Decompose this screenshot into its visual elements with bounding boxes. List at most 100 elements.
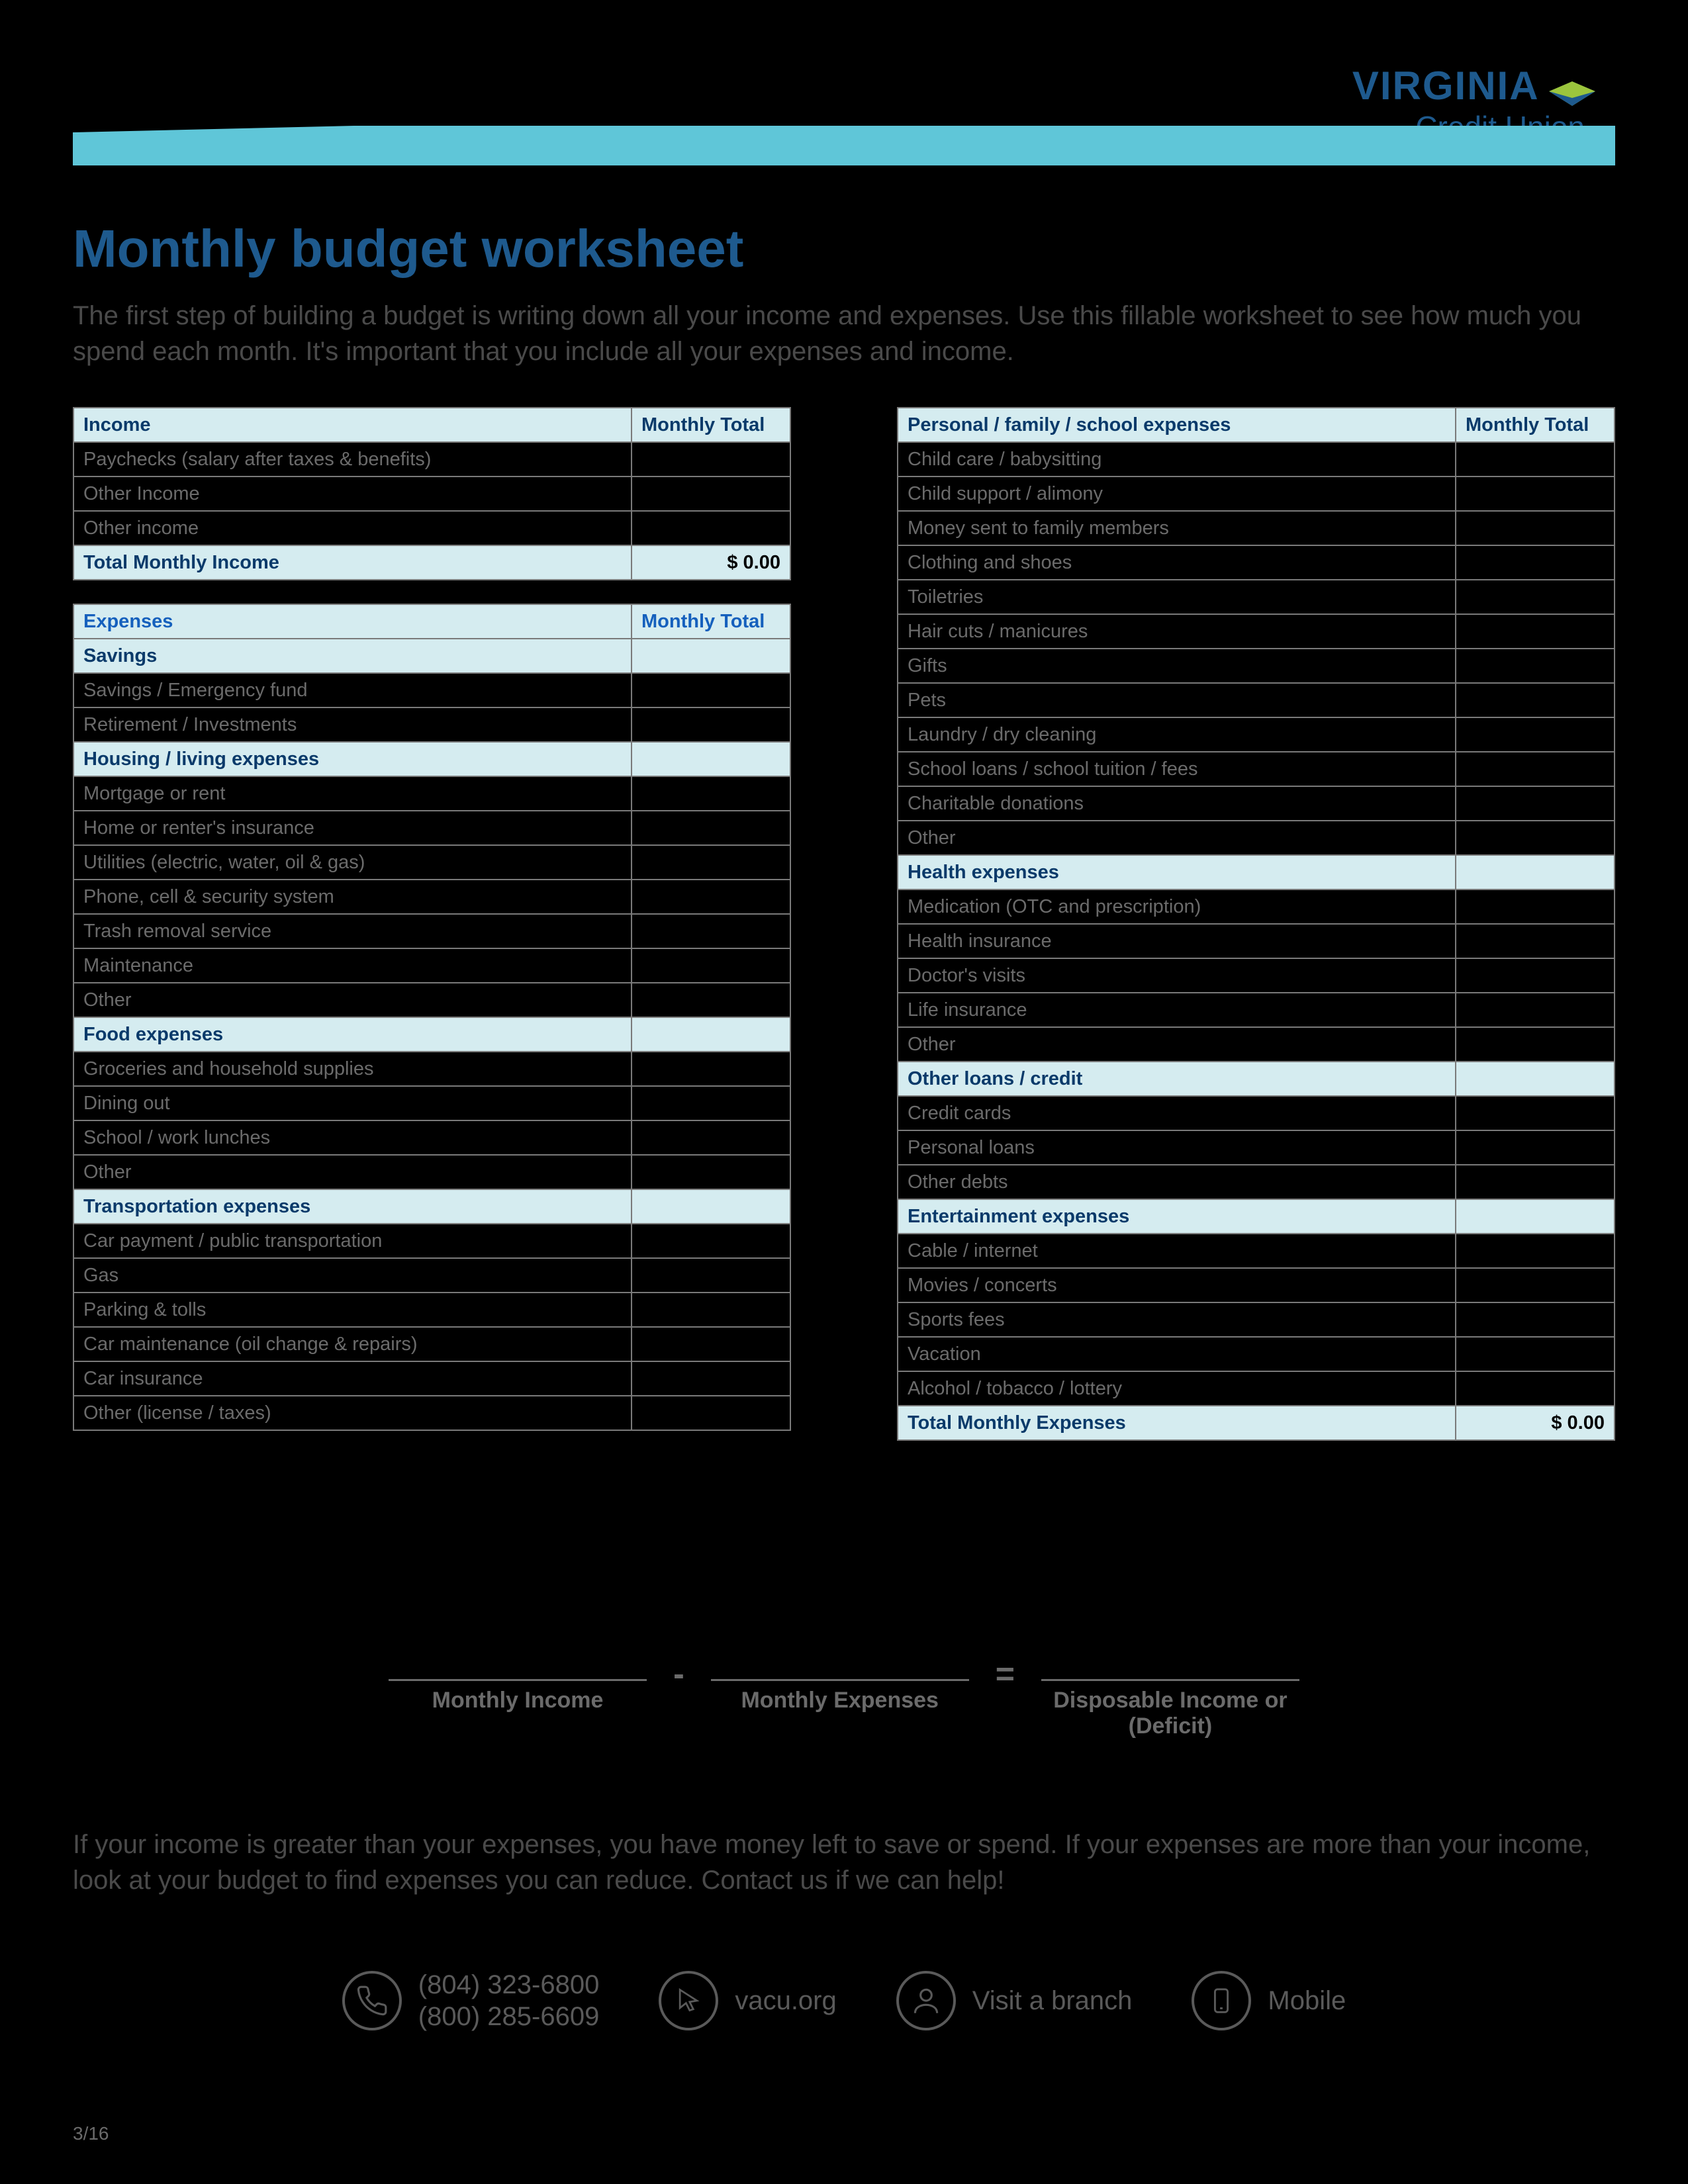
expense-amount[interactable] <box>1456 1096 1615 1130</box>
income-total-label: Total Monthly Income <box>73 545 632 580</box>
expense-row: Other <box>898 1027 1456 1062</box>
expense-amount[interactable] <box>632 880 790 914</box>
expense-row: Child care / babysitting <box>898 442 1456 477</box>
income-amount[interactable] <box>632 442 790 477</box>
expense-row: Home or renter's insurance <box>73 811 632 845</box>
expenses-header-total: Monthly Total <box>632 604 790 639</box>
expense-row: Mortgage or rent <box>73 776 632 811</box>
calc-result-line[interactable] <box>1041 1648 1299 1681</box>
expense-row: Retirement / Investments <box>73 707 632 742</box>
expense-amount[interactable] <box>1456 511 1615 545</box>
expense-row: Car payment / public transportation <box>73 1224 632 1258</box>
expense-amount[interactable] <box>1456 1234 1615 1268</box>
phone-icon <box>342 1971 402 2030</box>
expense-amount[interactable] <box>632 1258 790 1293</box>
expense-amount[interactable] <box>632 776 790 811</box>
expense-row: Toiletries <box>898 580 1456 614</box>
equals-sign: = <box>996 1648 1015 1693</box>
expense-row: Vacation <box>898 1337 1456 1371</box>
expense-amount[interactable] <box>1456 1337 1615 1371</box>
contacts-row: (804) 323-6800 (800) 285-6609 vacu.org V… <box>73 1969 1615 2032</box>
expense-row: Credit cards <box>898 1096 1456 1130</box>
income-row: Other income <box>73 511 632 545</box>
expense-amount[interactable] <box>1456 442 1615 477</box>
expense-amount[interactable] <box>1456 1371 1615 1406</box>
expense-amount[interactable] <box>1456 1027 1615 1062</box>
expense-row: Savings / Emergency fund <box>73 673 632 707</box>
expense-amount[interactable] <box>632 1155 790 1189</box>
expense-amount[interactable] <box>632 1361 790 1396</box>
calc-income-line[interactable] <box>389 1648 647 1681</box>
expense-row: Other <box>898 821 1456 855</box>
expense-row: Life insurance <box>898 993 1456 1027</box>
expense-amount[interactable] <box>632 1224 790 1258</box>
expense-amount[interactable] <box>632 983 790 1017</box>
expense-row: Medication (OTC and prescription) <box>898 889 1456 924</box>
expense-amount[interactable] <box>1456 821 1615 855</box>
expense-amount[interactable] <box>1456 1165 1615 1199</box>
expense-row: Clothing and shoes <box>898 545 1456 580</box>
outro-text: If your income is greater than your expe… <box>73 1827 1615 1898</box>
expense-amount[interactable] <box>1456 614 1615 649</box>
expense-amount[interactable] <box>1456 786 1615 821</box>
expense-amount[interactable] <box>632 1327 790 1361</box>
personal-header-total: Monthly Total <box>1456 408 1615 442</box>
section-amount-header <box>632 639 790 673</box>
expense-amount[interactable] <box>1456 649 1615 683</box>
income-amount[interactable] <box>632 477 790 511</box>
phone-number-1: (804) 323-6800 <box>418 1969 600 2001</box>
branch-text: Visit a branch <box>972 1985 1133 2017</box>
expense-amount[interactable] <box>1456 477 1615 511</box>
expense-amount[interactable] <box>632 1293 790 1327</box>
cursor-icon <box>659 1971 718 2030</box>
expense-row: Pets <box>898 683 1456 717</box>
expense-amount[interactable] <box>632 1086 790 1120</box>
expense-amount[interactable] <box>632 1396 790 1430</box>
calc-expenses-line[interactable] <box>711 1648 969 1681</box>
income-row: Other Income <box>73 477 632 511</box>
expense-row: Dining out <box>73 1086 632 1120</box>
mobile-text: Mobile <box>1268 1985 1346 2017</box>
expense-amount[interactable] <box>632 673 790 707</box>
expense-row: Other debts <box>898 1165 1456 1199</box>
calc-result-label: Disposable Income or (Deficit) <box>1041 1688 1299 1739</box>
expense-row: Child support / alimony <box>898 477 1456 511</box>
expense-amount[interactable] <box>1456 1268 1615 1302</box>
income-header-total: Monthly Total <box>632 408 790 442</box>
expense-row: Cable / internet <box>898 1234 1456 1268</box>
expense-row: Gas <box>73 1258 632 1293</box>
calc-expenses-label: Monthly Expenses <box>711 1688 969 1713</box>
expense-amount[interactable] <box>632 948 790 983</box>
income-total-value: $ 0.00 <box>632 545 790 580</box>
expense-amount[interactable] <box>632 845 790 880</box>
expense-row: Personal loans <box>898 1130 1456 1165</box>
minus-sign: - <box>673 1648 684 1693</box>
expense-amount[interactable] <box>1456 924 1615 958</box>
phone-number-2: (800) 285-6609 <box>418 2001 600 2032</box>
expense-row: Other <box>73 1155 632 1189</box>
page-title: Monthly budget worksheet <box>73 218 743 279</box>
expense-amount[interactable] <box>632 707 790 742</box>
expense-amount[interactable] <box>632 914 790 948</box>
calc-income-label: Monthly Income <box>389 1688 647 1713</box>
expenses-total-label: Total Monthly Expenses <box>898 1406 1456 1440</box>
expense-amount[interactable] <box>1456 752 1615 786</box>
expense-amount[interactable] <box>1456 993 1615 1027</box>
expense-amount[interactable] <box>1456 545 1615 580</box>
expense-amount[interactable] <box>632 1120 790 1155</box>
expense-row: School / work lunches <box>73 1120 632 1155</box>
expense-amount[interactable] <box>1456 580 1615 614</box>
contact-branch: Visit a branch <box>896 1971 1133 2030</box>
contact-phone: (804) 323-6800 (800) 285-6609 <box>342 1969 600 2032</box>
expense-amount[interactable] <box>1456 1130 1615 1165</box>
expense-amount[interactable] <box>1456 1302 1615 1337</box>
expense-amount[interactable] <box>1456 889 1615 924</box>
expenses-table-left: Expenses Monthly Total SavingsSavings / … <box>73 604 791 1431</box>
header-banner <box>73 106 1615 165</box>
income-amount[interactable] <box>632 511 790 545</box>
expense-amount[interactable] <box>1456 717 1615 752</box>
expense-amount[interactable] <box>632 811 790 845</box>
expense-amount[interactable] <box>1456 958 1615 993</box>
expense-amount[interactable] <box>1456 683 1615 717</box>
expense-amount[interactable] <box>632 1052 790 1086</box>
